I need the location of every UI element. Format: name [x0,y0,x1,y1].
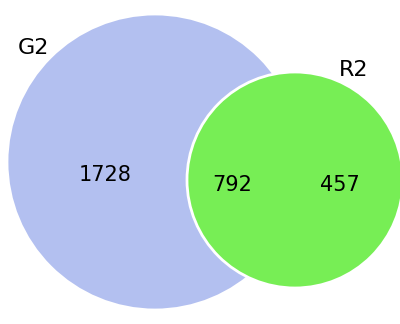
Text: 792: 792 [212,175,252,195]
Circle shape [7,14,303,310]
Text: R2: R2 [338,60,368,80]
Circle shape [187,72,400,288]
Text: G2: G2 [18,38,49,58]
Text: 457: 457 [320,175,360,195]
Text: 1728: 1728 [78,165,132,185]
